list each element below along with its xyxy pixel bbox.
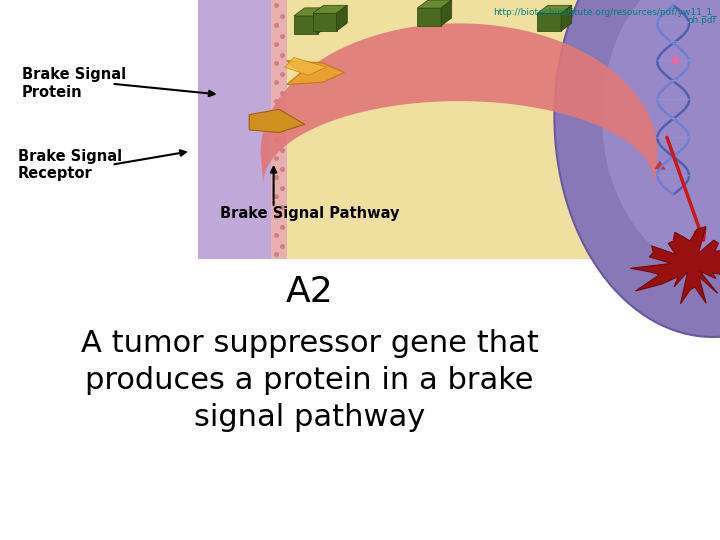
Polygon shape xyxy=(287,60,344,84)
Polygon shape xyxy=(249,109,305,132)
FancyBboxPatch shape xyxy=(271,0,287,259)
Polygon shape xyxy=(561,5,572,31)
FancyBboxPatch shape xyxy=(198,0,720,259)
Polygon shape xyxy=(312,5,347,14)
FancyBboxPatch shape xyxy=(198,0,271,259)
Text: A2: A2 xyxy=(286,275,333,308)
Polygon shape xyxy=(318,8,328,33)
Polygon shape xyxy=(418,0,451,8)
Polygon shape xyxy=(537,5,572,14)
Polygon shape xyxy=(418,8,441,26)
Polygon shape xyxy=(441,0,451,26)
Polygon shape xyxy=(631,227,720,303)
Polygon shape xyxy=(312,14,337,31)
Text: A tumor suppressor gene that
produces a protein in a brake
signal pathway: A tumor suppressor gene that produces a … xyxy=(81,329,539,432)
Polygon shape xyxy=(284,57,326,75)
Text: oh.pdf: oh.pdf xyxy=(688,16,716,25)
Ellipse shape xyxy=(602,0,720,271)
Text: Brake Signal
Receptor: Brake Signal Receptor xyxy=(18,148,122,181)
Text: http://biotechinstitute.org/resources/pdf/yw11_1_: http://biotechinstitute.org/resources/pd… xyxy=(492,8,716,17)
Ellipse shape xyxy=(554,0,720,337)
Polygon shape xyxy=(537,14,561,31)
Polygon shape xyxy=(294,8,328,16)
Text: Brake Signal
Protein: Brake Signal Protein xyxy=(22,68,126,100)
Polygon shape xyxy=(261,23,657,184)
Polygon shape xyxy=(294,16,318,33)
Polygon shape xyxy=(337,5,347,31)
Text: Brake Signal Pathway: Brake Signal Pathway xyxy=(220,206,399,221)
